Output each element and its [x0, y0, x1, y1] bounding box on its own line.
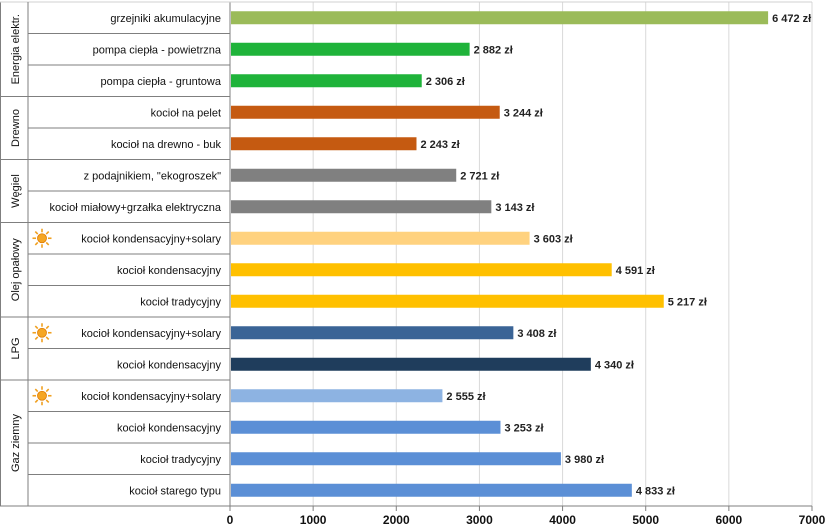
- bar: [231, 231, 530, 245]
- category-label: kocioł kondensacyjny: [117, 359, 221, 371]
- category-label: kocioł kondensacyjny+solary: [81, 328, 221, 340]
- category-label: kocioł na drewno - buk: [111, 139, 222, 151]
- group-label: Energia elektr.: [10, 14, 22, 84]
- value-label: 4 591 zł: [616, 265, 655, 277]
- value-label: 4 833 zł: [636, 485, 675, 497]
- category-label: pompa ciepła - powietrzna: [93, 44, 222, 56]
- sun-ray: [45, 241, 50, 246]
- value-label: 2 555 zł: [446, 391, 485, 403]
- value-label: 4 340 zł: [595, 359, 634, 371]
- group-label: Gaz ziemny: [10, 413, 22, 472]
- category-label: kocioł starego typu: [129, 485, 221, 497]
- value-label: 2 306 zł: [426, 76, 465, 88]
- value-label: 3 603 zł: [534, 233, 573, 245]
- bar: [231, 11, 769, 25]
- sun-ray: [45, 336, 50, 341]
- group-label: Węgiel: [10, 174, 22, 208]
- category-label: kocioł kondensacyjny: [117, 265, 221, 277]
- category-label: grzejniki akumulacyjne: [110, 13, 221, 25]
- sun-ray: [34, 241, 39, 246]
- x-tick-label: 4000: [549, 513, 576, 527]
- x-tick-label: 5000: [632, 513, 659, 527]
- category-labels: grzejniki akumulacyjne pompa ciepła - pow…: [32, 13, 222, 497]
- sun-icon: [32, 323, 52, 343]
- category-label: kocioł tradycyjny: [140, 454, 221, 466]
- bar: [231, 42, 470, 56]
- sun-ray: [34, 325, 39, 330]
- bar: [231, 105, 500, 119]
- group-label: LPG: [10, 337, 22, 359]
- x-tick-label: 3000: [466, 513, 493, 527]
- category-label: pompa ciepła - gruntowa: [101, 76, 222, 88]
- category-label: kocioł kondensacyjny+solary: [81, 391, 221, 403]
- value-label: 3 408 zł: [517, 328, 556, 340]
- value-label: 2 243 zł: [420, 139, 459, 151]
- x-tick-label: 7000: [799, 513, 826, 527]
- category-label: kocioł kondensacyjny: [117, 422, 221, 434]
- bar: [231, 200, 492, 214]
- category-label: z podajnikiem, "ekogroszek": [84, 170, 222, 182]
- value-label: 2 721 zł: [460, 170, 499, 182]
- group-label: Olej opałowy: [10, 238, 22, 301]
- group-labels: Energia elektr. Drewno Węgiel Olej opałowy L…: [10, 14, 22, 472]
- x-tick-label: 2000: [383, 513, 410, 527]
- sun-ray: [34, 336, 39, 341]
- sun-ray: [45, 388, 50, 393]
- bar: [231, 168, 457, 182]
- sun-ray: [45, 230, 50, 235]
- value-label: 3 143 zł: [495, 202, 534, 214]
- category-label: kocioł kondensacyjny+solary: [81, 233, 221, 245]
- bars: 6 472 zł 2 882 zł 2 306 zł 3 244 zł 2 243 zł…: [231, 11, 811, 497]
- sun-icon: [32, 228, 52, 248]
- bar: [231, 137, 417, 151]
- bar: [231, 420, 501, 434]
- value-label: 6 472 zł: [772, 13, 811, 25]
- sun-ray: [34, 399, 39, 404]
- bar: [231, 326, 514, 340]
- sun-disc: [37, 390, 47, 401]
- bar: [231, 483, 632, 497]
- value-label: 3 980 zł: [565, 454, 604, 466]
- bar: [231, 294, 664, 308]
- x-tick-label: 0: [227, 513, 234, 527]
- x-axis-ticks: 0 1000 2000 3000 4000 5000 6000 7000: [227, 506, 826, 527]
- value-label: 2 882 zł: [474, 44, 513, 56]
- value-label: 5 217 zł: [668, 296, 707, 308]
- bar: [231, 263, 612, 277]
- sun-icon: [32, 386, 52, 406]
- bar: [231, 357, 591, 371]
- category-label: kocioł tradycyjny: [140, 296, 221, 308]
- category-label: kocioł miałowy+grzałka elektryczna: [50, 202, 222, 214]
- bar: [231, 389, 443, 403]
- chart-frame: [0, 1, 812, 507]
- sun-disc: [37, 327, 47, 338]
- sun-disc: [37, 233, 47, 244]
- sun-ray: [45, 325, 50, 330]
- x-tick-label: 1000: [300, 513, 327, 527]
- x-tick-label: 6000: [716, 513, 743, 527]
- value-label: 3 253 zł: [504, 422, 543, 434]
- bar: [231, 74, 422, 88]
- group-label: Drewno: [10, 109, 22, 147]
- sun-ray: [34, 230, 39, 235]
- category-label: kocioł na pelet: [151, 107, 221, 119]
- sun-ray: [34, 388, 39, 393]
- sun-ray: [45, 399, 50, 404]
- bar: [231, 452, 561, 466]
- value-label: 3 244 zł: [504, 107, 543, 119]
